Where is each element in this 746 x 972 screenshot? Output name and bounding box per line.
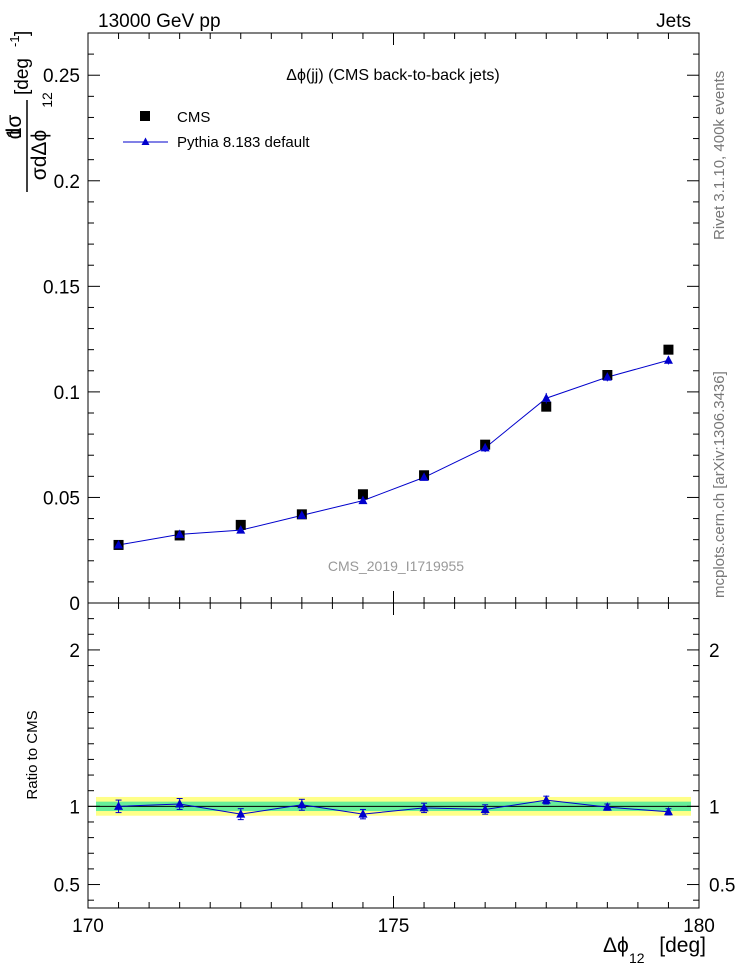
ratio-y-tick-label-left: 2 (69, 641, 80, 662)
chart-title: Δϕ(jj) (CMS back-to-back jets) (286, 67, 499, 84)
rivet-label: Rivet 3.1.10, 400k events (711, 71, 728, 240)
x-tick-label: 170 (72, 916, 104, 937)
ratio-frame (87, 602, 700, 909)
main-y-tick-label: 0.05 (43, 488, 80, 509)
cms-data-point (235, 519, 246, 530)
ratio-y-tick-label-right: 1 (709, 797, 720, 818)
pythia-data-point (297, 510, 307, 519)
legend-pythia-marker (141, 137, 150, 145)
main-axis-ticks: 0 0.05 0.1 0.15 0.2 0.25 (43, 33, 700, 615)
ratio-data-point (297, 799, 307, 809)
ratio-data-point (236, 809, 246, 818)
xlabel-symbol: Δϕ (603, 934, 629, 957)
pythia-data-point (236, 525, 246, 534)
ratio-y-axis-label: Ratio to CMS (24, 710, 41, 799)
pythia-data-point (602, 372, 612, 381)
ratio-data-point (480, 804, 490, 813)
pythia-data-point (480, 442, 490, 452)
ratio-data-point (419, 802, 429, 812)
analysis-watermark: CMS_2019_I1719955 (328, 558, 464, 574)
pythia-data-point (175, 529, 185, 538)
cms-data-point (357, 489, 368, 500)
legend-cms-marker (140, 111, 150, 121)
main-y-tick-label: 0.1 (54, 383, 80, 404)
x-axis-label: Δϕ 12 [deg] (603, 934, 706, 966)
main-y-tick-label: 0.15 (43, 277, 80, 298)
pythia-data-point (419, 472, 429, 481)
ratio-pythia-line (118, 799, 669, 815)
cms-data-point (541, 401, 552, 412)
ylabel-unit: [deg (12, 58, 33, 95)
legend-cms-label: CMS (177, 109, 210, 126)
header-process: Jets (656, 11, 691, 32)
ratio-data-point (663, 806, 673, 816)
main-y-tick-label: 0.25 (43, 66, 80, 87)
ratio-y-tick-label-left: 0.5 (54, 876, 80, 897)
legend-pythia-label: Pythia 8.183 default (177, 134, 310, 151)
x-tick-label: 180 (683, 916, 715, 937)
ylabel-unit-sup: -1 (7, 35, 22, 47)
main-panel: 0 0.05 0.1 0.15 0.2 0.25 Δϕ(jj) (CMS back-to-… (3, 31, 700, 615)
ratio-axis-ticks: 0.5 0.5 1 1 2 2 170 175 180 (54, 603, 735, 937)
main-y-tick-label: 0.2 (54, 172, 80, 193)
xlabel-unit: [deg] (659, 934, 706, 957)
ratio-data-point (602, 802, 612, 811)
cms-data-point (663, 344, 674, 355)
ratio-y-tick-label-right: 0.5 (709, 876, 735, 897)
ratio-data-point (358, 809, 368, 818)
pythia-data-point (358, 495, 368, 505)
header-energy: 13000 GeV pp (98, 11, 221, 32)
pythia-data-point (541, 393, 551, 402)
legend: CMS Pythia 8.183 default (123, 109, 310, 151)
pythia-data-point (114, 539, 124, 549)
mcplots-label: mcplots.cern.ch [arXiv:1306.3436] (711, 371, 728, 598)
main-data (113, 344, 674, 550)
ratio-y-tick-label-right: 2 (709, 641, 720, 662)
ylabel-one: 1 (3, 127, 26, 139)
x-tick-label: 175 (378, 916, 410, 937)
ratio-y-tick-label-left: 1 (69, 797, 80, 818)
ratio-data-point (175, 798, 185, 808)
ratio-data-point (114, 801, 124, 810)
xlabel-sub: 12 (629, 950, 645, 966)
ylabel-denominator-sub: 12 (39, 92, 55, 108)
main-y-tick-label: 0 (69, 594, 80, 615)
ylabel-dsigma: dσ (3, 115, 26, 140)
main-y-axis-label: 1 dσ σdΔϕ 12 [deg -1 ] (3, 31, 55, 192)
pythia-line (118, 359, 669, 546)
ylabel-denominator: σdΔϕ (28, 130, 51, 180)
ylabel-unit-close: ] (12, 31, 33, 36)
ratio-data-point (541, 795, 551, 804)
ratio-data (114, 795, 673, 821)
pythia-data-point (663, 355, 673, 364)
